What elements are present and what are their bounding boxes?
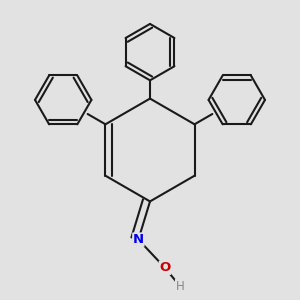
Text: H: H — [176, 280, 184, 292]
Text: N: N — [133, 233, 144, 246]
Text: O: O — [159, 261, 171, 274]
